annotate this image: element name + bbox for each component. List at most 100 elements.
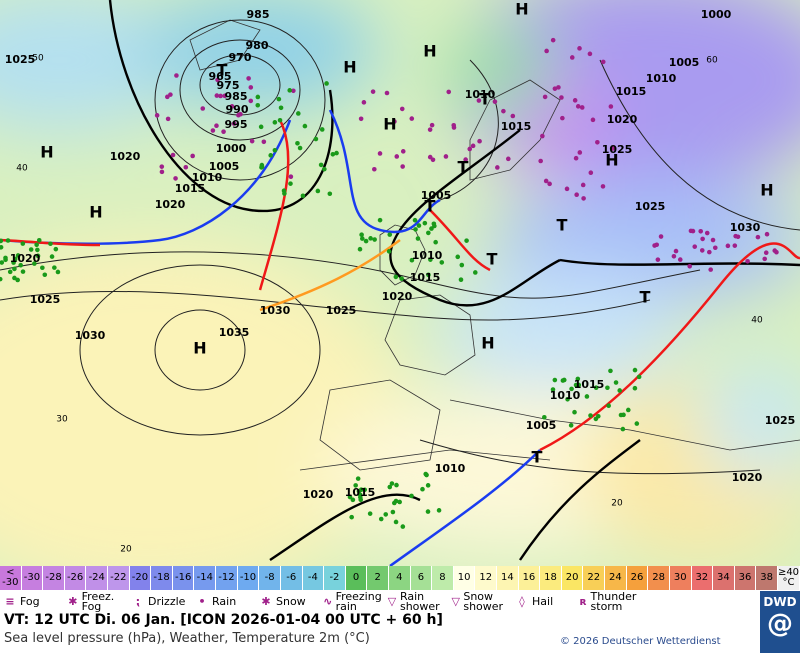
scale-cell: 32 (691, 566, 714, 590)
isobar-label: 1020 (607, 113, 638, 126)
weather-dot (433, 239, 438, 245)
weather-dot (3, 257, 8, 263)
pressure-center: T (487, 250, 498, 269)
weather-dot (492, 99, 498, 104)
isobar-label: 1015 (175, 182, 206, 195)
pressure-center: H (89, 203, 102, 222)
isobar-label: 1010 (192, 171, 223, 184)
grid-label: 40 (16, 164, 28, 174)
isobar-label: 985 (247, 8, 270, 21)
weather-dot (579, 105, 585, 110)
isobar-label: 1020 (155, 198, 186, 211)
weather-dot (255, 102, 261, 108)
weather-dot (764, 231, 770, 237)
isobar-label: 1020 (732, 471, 763, 484)
weather-dot (470, 143, 476, 149)
scale-cell: 30 (669, 566, 692, 590)
scale-cell: 18 (540, 566, 562, 590)
weather-dot (168, 92, 173, 97)
scale-cell-above: ≥40 °C (777, 566, 800, 590)
pressure-center: H (481, 334, 494, 353)
scale-cell: 28 (648, 566, 670, 590)
weather-dot (464, 238, 469, 243)
scale-cell: 24 (605, 566, 627, 590)
isobar-label: 995 (225, 118, 248, 131)
weather-dot (40, 265, 45, 271)
weather-dot (422, 220, 428, 226)
weather-dot (32, 261, 37, 266)
weather-dot (383, 512, 389, 517)
weather-dot (288, 174, 294, 179)
weather-dot (229, 104, 235, 109)
scale-cell-below: < -30 (0, 566, 22, 590)
isobar-label: 1035 (219, 326, 250, 339)
legend-label: Freez. Fog (81, 590, 115, 613)
isobar-label: 1015 (574, 378, 605, 391)
weather-dot (36, 238, 42, 243)
weather-dot (0, 260, 5, 265)
weather-dot (575, 104, 581, 109)
weather-dot (458, 277, 464, 282)
weather-dot (577, 150, 583, 155)
isobar-label: 1030 (260, 304, 291, 317)
weather-dot (238, 111, 243, 117)
weather-dot (755, 234, 761, 240)
weather-symbols (0, 37, 779, 529)
weather-dot (577, 46, 582, 51)
legend-icon: ✱ (261, 595, 271, 608)
weather-dot (297, 145, 303, 151)
isobar-label: 980 (246, 39, 269, 52)
isobar-label: 1015 (410, 271, 441, 284)
weather-dot (569, 386, 574, 392)
weather-dot (610, 146, 615, 151)
isobar-label: 1005 (526, 419, 557, 432)
scale-cell: 14 (497, 566, 519, 590)
scale-cell: -4 (302, 566, 325, 590)
weather-dot (34, 242, 39, 248)
weather-dot (313, 136, 319, 142)
weather-dot (288, 181, 293, 186)
legend-icon: • (198, 595, 206, 608)
scale-cell: 26 (626, 566, 649, 590)
scale-cell: -12 (216, 566, 238, 590)
weather-dot (677, 257, 683, 262)
weather-dot (700, 236, 705, 242)
isobar-label: 1000 (216, 142, 247, 155)
weather-dot (424, 472, 429, 478)
weather-dot (547, 181, 552, 187)
scale-cell: -6 (280, 566, 303, 590)
coastlines (189, 19, 800, 471)
weather-dot (377, 217, 383, 223)
legend-icon: ≡ (5, 595, 15, 608)
legend-label: Drizzle (148, 595, 186, 608)
weather-dot (476, 98, 482, 103)
weather-dot (745, 258, 750, 264)
weather-dot (358, 487, 364, 492)
isobar-label: 990 (226, 103, 249, 116)
weather-dot (573, 155, 579, 161)
legend-label: Hail (532, 595, 554, 608)
pressure-center: T (532, 448, 543, 467)
weather-dot (372, 166, 377, 172)
weather-dot (276, 96, 282, 102)
pressure-center: T (217, 61, 228, 80)
scale-above-label: ≥40 (777, 567, 800, 578)
weather-dot (572, 98, 578, 103)
weather-map: 9859809709659759859909951000100510101015… (0, 0, 800, 566)
valid-time: VT: 12 UTC Di. 06 Jan. [ICON 2026-01-04 … (4, 612, 443, 628)
scale-cell: -2 (324, 566, 346, 590)
weather-dot (295, 140, 300, 146)
weather-dot (357, 246, 363, 252)
weather-dot (698, 228, 704, 234)
weather-dot (409, 116, 415, 121)
scale-unit: °C (782, 577, 795, 588)
weather-dot (671, 254, 677, 259)
weather-dot (355, 476, 361, 481)
weather-dot (673, 248, 679, 254)
weather-dot (550, 37, 556, 43)
scale-cell: -8 (259, 566, 281, 590)
weather-dot (384, 90, 390, 96)
weather-dot (617, 388, 623, 393)
pressure-center: H (515, 0, 528, 19)
weather-dot (392, 119, 397, 124)
